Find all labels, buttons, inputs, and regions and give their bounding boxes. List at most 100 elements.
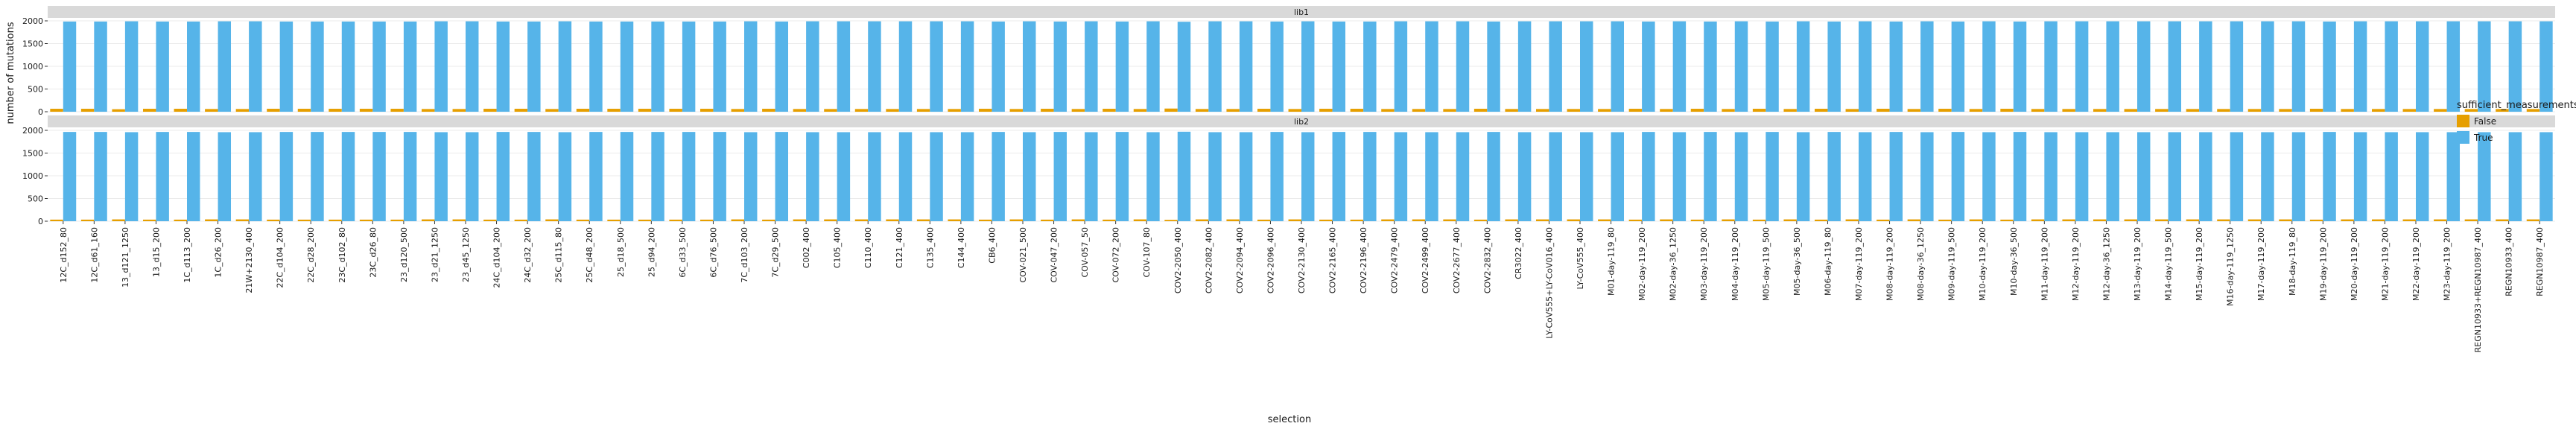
facet-strip [48,115,2555,127]
bar-lib2-false [390,219,404,221]
x-tick-label: LY-CoV555+LY-CoV016_400 [1544,227,1554,339]
bar-lib2-true [2261,132,2274,221]
bar-lib1-true [2446,21,2461,112]
bar-lib1-true [311,21,324,112]
bar-lib2-true [1208,132,1222,221]
bar-lib2-false [2155,219,2169,221]
bar-lib1-false [1907,109,1921,112]
bar-lib1-false [1195,109,1209,112]
bar-lib2-true [94,132,107,221]
bar-lib2-false [2247,219,2262,221]
x-tick-label: COV-057_50 [1080,227,1090,278]
bar-lib1-false [1505,109,1518,112]
x-tick-label: COV2-2479_400 [1390,227,1400,293]
x-tick-label: LY-CoV555_400 [1576,227,1585,289]
bar-lib2-true [558,132,572,221]
bar-lib1-true [837,21,851,112]
bar-lib1-false [174,109,187,112]
x-tick-label: M17-day-119_200 [2256,227,2266,301]
x-tick-label: M10-day-36_500 [2009,227,2019,296]
bar-lib2-true [589,132,603,221]
bar-lib2-true [527,132,541,221]
bar-lib1-true [496,21,510,112]
bar-lib1-false [948,109,961,112]
bar-lib1-true [1580,21,1593,112]
bar-lib2-false [2124,219,2137,221]
bar-lib1-false [1443,109,1456,112]
bar-lib1-false [1535,109,1549,112]
bar-lib1-true [1951,21,1965,112]
bar-lib2-false [1907,219,1921,221]
x-tick-label: COV-021_500 [1018,227,1028,283]
bar-lib2-true [2013,132,2027,221]
bar-lib2-false [1381,219,1395,221]
y-tick-label: 1000 [22,171,43,181]
bar-lib1-false [297,109,311,112]
bar-lib2-true [1734,132,1748,221]
bar-lib2-false [886,219,899,221]
bar-lib2-false [1969,219,1983,221]
x-tick-label: COV-047_200 [1050,227,1059,283]
bar-lib2-true [1859,132,1872,221]
x-tick-label: M02-day-119_200 [1637,227,1647,301]
x-tick-label: 6C_d76_500 [708,227,718,278]
legend-label-false: False [2474,116,2496,127]
bar-lib2-false [205,219,218,221]
bar-lib1-false [514,109,528,112]
bar-lib2-true [466,132,479,221]
bar-lib1-false [793,109,807,112]
x-tick-label: M09-day-119_500 [1947,227,1957,301]
bar-lib1-true [1517,21,1532,112]
bar-lib1-false [1319,109,1333,112]
legend-label-true: True [2473,133,2493,143]
bar-lib1-false [80,109,95,112]
bar-lib1-true [775,21,789,112]
bar-lib1-true [682,21,696,112]
bar-lib2-false [2279,219,2292,221]
bar-lib1-true [1982,21,1996,112]
bar-lib1-false [1257,109,1271,112]
bar-lib1-false [916,109,930,112]
bar-lib2-true [2291,132,2306,221]
bar-lib2-true [960,132,974,221]
bar-lib2-false [2309,219,2323,221]
bar-lib1-false [978,109,992,112]
bar-lib2-false [2062,219,2075,221]
bar-lib1-false [2155,109,2169,112]
x-tick-label: M11-day-119_200 [2040,227,2049,301]
bar-lib2-true [2323,132,2336,221]
x-tick-label: M18-day-119_80 [2288,227,2297,296]
bar-lib2-false [607,219,621,221]
bar-lib1-true [218,21,232,112]
bar-lib1-true [1239,21,1253,112]
bar-lib2-true [1487,132,1500,221]
bar-lib1-false [142,109,156,112]
x-tick-label: M05-day-36_500 [1792,227,1802,296]
x-tick-label: COV2-2832_400 [1482,227,1492,293]
x-tick-label: 23_d120_500 [399,227,409,282]
bar-lib2-true [63,132,77,221]
x-tick-label: M16-day-119_1250 [2226,227,2236,306]
bar-lib1-false [2279,109,2292,112]
bar-lib1-true [930,21,943,112]
bar-lib1-true [2385,21,2398,112]
bar-lib1-false [359,109,373,112]
bar-lib2-true [898,132,913,221]
bar-lib1-false [1009,109,1023,112]
bar-lib2-true [1827,132,1841,221]
bar-lib1-false [2371,109,2385,112]
bar-lib2-true [2168,132,2182,221]
bar-lib2-true [1239,132,1253,221]
bar-lib1-true [466,21,479,112]
bar-lib2-false [699,219,714,221]
facet-strip-label: lib1 [1294,7,1309,17]
bar-lib2-true [1796,132,1810,221]
x-tick-label: C135_400 [925,227,935,268]
bar-lib1-false [731,109,744,112]
bar-lib1-true [372,21,386,112]
bar-lib2-true [651,132,664,221]
bar-lib2-false [1257,219,1271,221]
bar-lib2-false [142,219,156,221]
x-tick-label: 24C_d104_200 [492,227,502,288]
bar-lib2-true [156,132,169,221]
